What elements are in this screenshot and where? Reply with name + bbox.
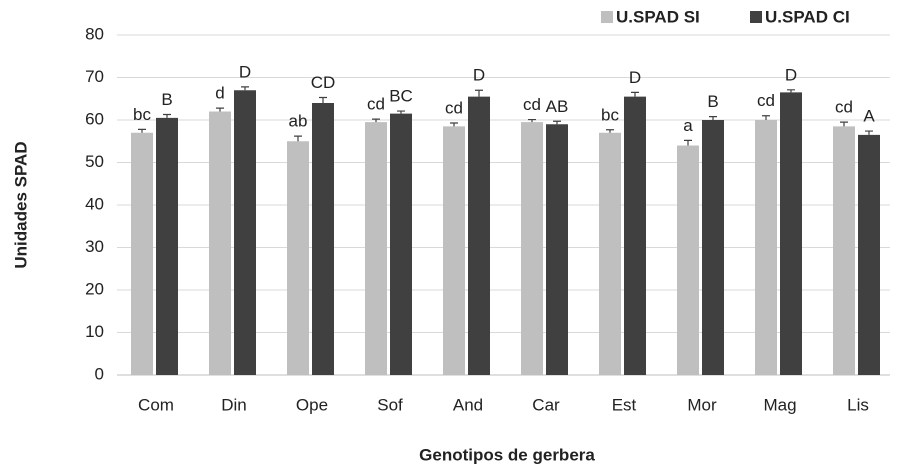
x-tick-label: Ope bbox=[296, 395, 328, 414]
significance-letter: cd bbox=[445, 98, 463, 117]
bar bbox=[599, 132, 621, 375]
significance-letter: cd bbox=[835, 98, 853, 117]
bar bbox=[131, 132, 153, 375]
x-tick-label: Est bbox=[612, 395, 637, 414]
error-bar bbox=[138, 128, 146, 133]
error-bar bbox=[787, 89, 795, 93]
error-bar bbox=[606, 129, 614, 133]
x-tick-label: And bbox=[453, 395, 483, 414]
bar bbox=[521, 122, 543, 375]
error-bar bbox=[553, 120, 561, 125]
significance-letter: bc bbox=[601, 105, 619, 124]
bar bbox=[702, 120, 724, 375]
bar bbox=[546, 124, 568, 375]
bar bbox=[312, 103, 334, 375]
significance-letter: D bbox=[785, 65, 797, 84]
significance-letter: ab bbox=[289, 112, 308, 131]
bar bbox=[287, 141, 309, 375]
significance-letter: cd bbox=[523, 95, 541, 114]
error-bar bbox=[865, 130, 873, 135]
bar bbox=[443, 126, 465, 375]
error-bar bbox=[450, 122, 458, 127]
bar bbox=[209, 111, 231, 375]
bar bbox=[780, 92, 802, 375]
legend-label: U.SPAD SI bbox=[616, 7, 700, 26]
error-bar bbox=[709, 116, 717, 120]
bar bbox=[468, 96, 490, 375]
bar bbox=[858, 134, 880, 375]
significance-letter: D bbox=[473, 66, 485, 85]
x-tick-label: Com bbox=[138, 395, 174, 414]
significance-letter: d bbox=[215, 84, 224, 103]
error-bar bbox=[631, 91, 639, 97]
y-tick-label: 60 bbox=[85, 109, 104, 128]
y-tick-label: 10 bbox=[85, 322, 104, 341]
x-tick-label: Din bbox=[221, 395, 247, 414]
significance-letter: cd bbox=[367, 95, 385, 114]
error-bar bbox=[294, 135, 302, 142]
significance-letter: AB bbox=[546, 97, 569, 116]
y-tick-label: 50 bbox=[85, 152, 104, 171]
significance-letter: D bbox=[629, 68, 641, 87]
significance-letter: D bbox=[239, 62, 251, 81]
y-tick-label: 0 bbox=[95, 364, 104, 383]
error-bar bbox=[372, 118, 380, 123]
significance-letter: BC bbox=[389, 87, 413, 106]
bar bbox=[234, 90, 256, 375]
significance-letter: B bbox=[161, 90, 172, 109]
y-tick-label: 30 bbox=[85, 237, 104, 256]
x-tick-label: Car bbox=[532, 395, 560, 414]
y-tick-label: 70 bbox=[85, 67, 104, 86]
error-bar bbox=[528, 118, 536, 123]
error-bar bbox=[475, 89, 483, 97]
error-bar bbox=[216, 107, 224, 112]
bar bbox=[755, 120, 777, 375]
significance-letter: bc bbox=[133, 105, 151, 124]
error-bar bbox=[840, 121, 848, 127]
bar bbox=[677, 145, 699, 375]
legend-swatch bbox=[601, 11, 613, 23]
x-tick-label: Lis bbox=[847, 395, 869, 414]
error-bar bbox=[397, 110, 405, 114]
significance-letter: CD bbox=[311, 73, 336, 92]
legend-label: U.SPAD CI bbox=[765, 7, 850, 26]
y-axis-title: Unidades SPAD bbox=[11, 141, 30, 268]
error-bar bbox=[684, 139, 692, 146]
bar bbox=[624, 96, 646, 375]
x-tick-label: Mag bbox=[763, 395, 796, 414]
significance-letter: a bbox=[683, 116, 693, 135]
error-bar bbox=[241, 86, 249, 91]
x-tick-label: Mor bbox=[687, 395, 717, 414]
y-tick-label: 20 bbox=[85, 279, 104, 298]
error-bar bbox=[762, 115, 770, 120]
bar bbox=[156, 117, 178, 375]
y-tick-label: 80 bbox=[85, 24, 104, 43]
error-bar bbox=[163, 113, 171, 118]
bar bbox=[365, 122, 387, 375]
significance-letter: B bbox=[707, 92, 718, 111]
significance-letter: cd bbox=[757, 91, 775, 110]
bar bbox=[390, 113, 412, 375]
error-bar bbox=[319, 96, 327, 103]
x-axis-title: Genotipos de gerbera bbox=[419, 445, 595, 464]
significance-letter: A bbox=[863, 107, 875, 126]
bar bbox=[833, 126, 855, 375]
x-tick-label: Sof bbox=[377, 395, 403, 414]
legend-swatch bbox=[750, 11, 762, 23]
y-tick-label: 40 bbox=[85, 194, 104, 213]
